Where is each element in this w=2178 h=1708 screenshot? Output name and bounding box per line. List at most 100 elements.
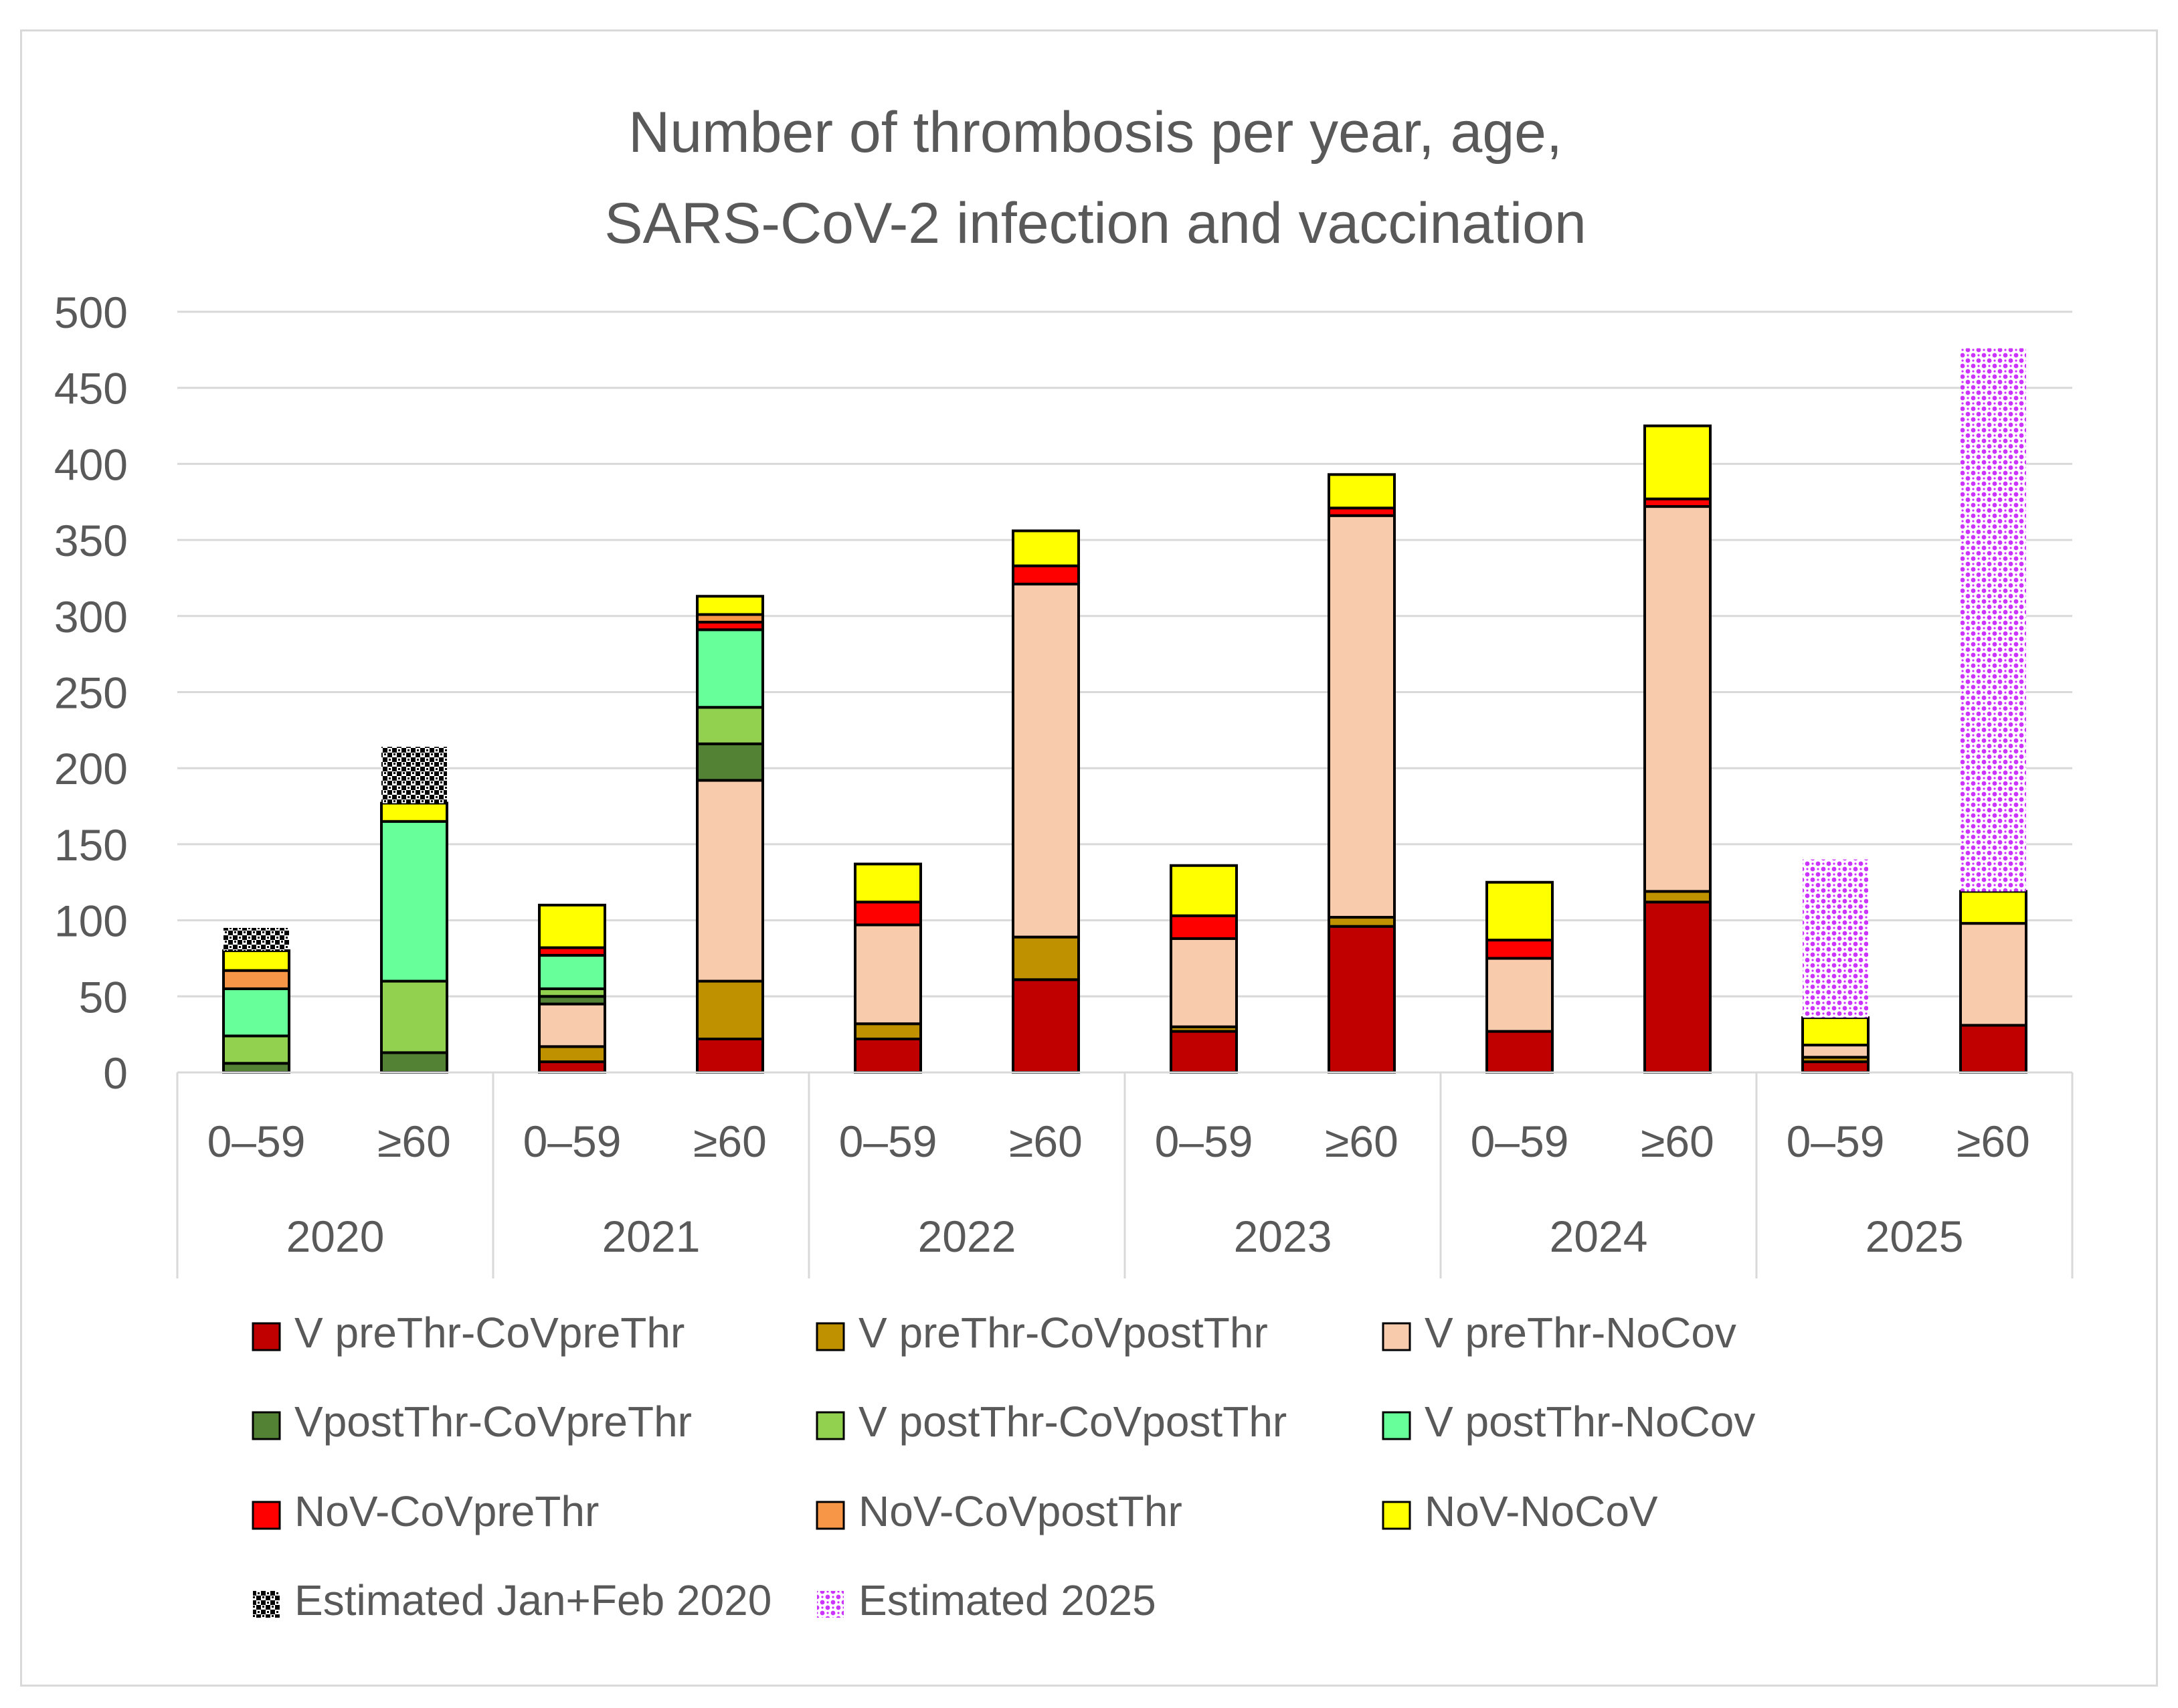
bar-segment <box>696 1037 764 1074</box>
bar-segment <box>1328 514 1396 919</box>
bar-segment <box>854 900 922 927</box>
legend-swatch <box>1382 1501 1411 1530</box>
bar-segment <box>1643 424 1712 500</box>
bar-segment <box>1803 859 1868 1018</box>
bar-segment <box>380 801 448 823</box>
y-tick-label: 500 <box>54 288 128 337</box>
chart-title: Number of thrombosis per year, age, <box>628 100 1562 165</box>
x-category-label: 0–59 <box>839 1117 937 1166</box>
y-tick-label: 0 <box>103 1048 128 1098</box>
bar-segment <box>380 820 448 983</box>
bar-segment <box>222 949 290 972</box>
bar-segment <box>1328 473 1396 510</box>
y-tick-label: 450 <box>54 364 128 413</box>
x-group-label: 2023 <box>1234 1212 1332 1261</box>
bar-segment <box>1643 505 1712 893</box>
bar-segment <box>1170 1030 1238 1074</box>
bar-segment <box>854 1037 922 1074</box>
x-category-label: ≥60 <box>1641 1117 1714 1166</box>
bar-segment <box>1643 890 1712 904</box>
bar-segment <box>1485 957 1554 1033</box>
legend-label: V postThr-CoVpostThr <box>858 1398 1287 1446</box>
x-category-label: ≥60 <box>377 1117 451 1166</box>
bar-segment <box>381 747 447 803</box>
legend-label: NoV-CoVpostThr <box>858 1487 1182 1535</box>
bar-segment <box>1012 935 1080 981</box>
x-group-label: 2022 <box>918 1212 1016 1261</box>
bar-segment <box>1801 1060 1870 1074</box>
bar-segment <box>696 742 764 782</box>
bar-segment <box>854 923 922 1026</box>
bar-segment <box>538 1060 606 1074</box>
x-category-label: ≥60 <box>1957 1117 2030 1166</box>
bar-segment <box>380 979 448 1054</box>
bar-segment <box>696 979 764 1040</box>
x-axis: 0–59 ≥60 0–59 ≥60 0–59 ≥60 0–59 ≥60 0–59 ≥60 0–59 ≥… <box>176 1071 2074 1278</box>
bar-segment <box>222 1034 290 1065</box>
bar-segment <box>538 1045 606 1064</box>
legend-swatch <box>252 1411 281 1440</box>
x-group-label: 2020 <box>286 1212 385 1261</box>
stacked-bar-chart: Number of thrombosis per year, age, SARS… <box>54 100 2074 1624</box>
legend-label: V postThr-NoCov <box>1425 1398 1755 1446</box>
x-group-label: 2025 <box>1866 1212 1964 1261</box>
y-tick-label: 200 <box>54 744 128 793</box>
legend-label: V preThr-CoVpreThr <box>294 1309 685 1357</box>
bar-segment <box>222 987 290 1038</box>
x-category-label: ≥60 <box>1009 1117 1083 1166</box>
legend: V preThr-CoVpreThr V preThr-CoVpostThr V p… <box>252 1309 1755 1624</box>
bar-segment <box>1485 880 1554 942</box>
bar-segment <box>1170 864 1238 917</box>
bar-segment <box>1643 900 1712 1074</box>
bar-segment <box>854 1022 922 1040</box>
legend-swatch <box>253 1591 280 1618</box>
bar-segment <box>222 1062 290 1074</box>
legend-swatch <box>1382 1322 1411 1351</box>
bar-segment <box>1170 937 1238 1028</box>
chart-frame: Number of thrombosis per year, age, SARS… <box>20 29 2158 1687</box>
bar-segment <box>1328 916 1396 928</box>
legend-label: V preThr-NoCov <box>1425 1309 1736 1357</box>
bar-segment <box>1801 1016 1870 1047</box>
legend-label: NoV-CoVpreThr <box>294 1487 599 1535</box>
bar-segment <box>223 927 289 951</box>
bar-segment <box>1959 890 2027 925</box>
bar-segment <box>696 706 764 745</box>
x-category-label: 0–59 <box>207 1117 306 1166</box>
legend-label: Estimated 2025 <box>858 1576 1156 1624</box>
bar-segment <box>538 1002 606 1048</box>
bar-segment <box>696 595 764 616</box>
bar-segment <box>1012 583 1080 939</box>
legend-swatch <box>816 1322 845 1351</box>
y-tick-label: 300 <box>54 592 128 642</box>
bar-segment <box>1485 939 1554 960</box>
x-category-label: 0–59 <box>1787 1117 1885 1166</box>
bar-segment <box>538 903 606 949</box>
bar-segment <box>538 953 606 990</box>
bar-segment <box>1012 978 1080 1074</box>
bar-segment <box>1959 1024 2027 1074</box>
bar-segment <box>1485 1030 1554 1074</box>
legend-swatch <box>816 1501 845 1530</box>
legend-swatch <box>1382 1411 1411 1440</box>
chart-title-line2: SARS-CoV-2 infection and vaccination <box>604 191 1586 256</box>
y-tick-label: 400 <box>54 440 128 489</box>
bar-segment <box>380 1051 448 1074</box>
legend-label: VpostThr-CoVpreThr <box>294 1398 692 1446</box>
x-category-label: 0–59 <box>1155 1117 1253 1166</box>
y-axis-tick-labels: 0 50 100 150 200 250 300 350 400 450 500 <box>54 288 128 1098</box>
x-category-label: ≥60 <box>693 1117 767 1166</box>
bar-segment <box>1012 564 1080 586</box>
bar-segment <box>1801 1044 1870 1059</box>
bar-segment <box>1170 914 1238 940</box>
y-tick-label: 50 <box>79 972 128 1022</box>
x-category-label: 0–59 <box>1471 1117 1569 1166</box>
bar-segment <box>1328 925 1396 1074</box>
legend-label: NoV-NoCoV <box>1425 1487 1658 1535</box>
bar-segment <box>696 628 764 709</box>
y-tick-label: 150 <box>54 820 128 870</box>
x-group-label: 2024 <box>1550 1212 1648 1261</box>
bar-segment <box>696 779 764 983</box>
bar-segment <box>222 969 290 990</box>
gridlines <box>177 310 2072 1074</box>
